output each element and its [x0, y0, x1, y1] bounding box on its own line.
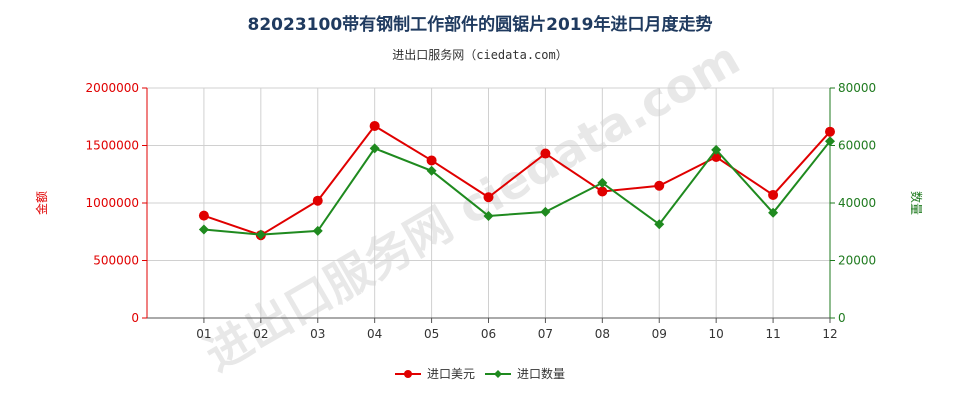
chart-subtitle: 进出口服务网（ciedata.com）: [392, 48, 568, 62]
y-left-tick-label: 500000: [93, 254, 139, 268]
data-point-quantity: [654, 219, 665, 230]
data-point-quantity: [768, 207, 779, 218]
data-point-amount: [654, 180, 665, 191]
x-tick-label: 06: [481, 327, 496, 341]
legend-amount-marker: [404, 370, 412, 378]
x-tick-label: 02: [253, 327, 268, 341]
x-tick-label: 03: [310, 327, 325, 341]
y-right-tick-label: 80000: [838, 81, 876, 95]
y-right-tick-label: 0: [838, 311, 846, 325]
x-tick-label: 01: [196, 327, 211, 341]
x-tick-label: 07: [538, 327, 553, 341]
data-point-quantity: [426, 165, 437, 176]
x-tick-label: 04: [367, 327, 382, 341]
y-right-axis-label: 数量: [909, 191, 924, 215]
legend-quantity-marker: [494, 370, 502, 378]
x-tick-label: 11: [765, 327, 780, 341]
y-right-tick-label: 40000: [838, 196, 876, 210]
data-point-amount: [597, 186, 608, 197]
data-point-amount: [198, 210, 209, 221]
legend-quantity-label: 进口数量: [517, 366, 565, 381]
data-point-quantity: [255, 229, 266, 240]
y-left-tick-label: 1500000: [86, 139, 139, 153]
data-point-amount: [825, 126, 835, 137]
data-point-quantity: [597, 177, 608, 188]
data-point-amount: [426, 155, 437, 166]
series-line-amount: [203, 124, 831, 237]
y-left-axis-label: 金额: [34, 191, 49, 215]
legend-amount-label: 进口美元: [427, 367, 475, 381]
data-point-amount: [483, 192, 494, 203]
x-tick-label: 05: [424, 327, 439, 341]
data-point-quantity: [711, 144, 722, 155]
series-line-quantity: [203, 140, 831, 236]
data-point-quantity: [198, 224, 209, 235]
data-point-quantity: [483, 210, 494, 221]
data-point-quantity: [369, 143, 380, 154]
data-point-quantity: [825, 136, 835, 147]
y-right-tick-label: 60000: [838, 139, 876, 153]
x-tick-label: 08: [595, 327, 610, 341]
y-left-tick-label: 2000000: [86, 81, 139, 95]
y-left-tick-label: 1000000: [86, 196, 139, 210]
data-point-amount: [768, 189, 779, 200]
data-point-amount: [312, 195, 323, 206]
x-tick-label: 12: [822, 327, 837, 341]
y-right-tick-label: 20000: [838, 254, 876, 268]
x-tick-label: 09: [652, 327, 667, 341]
data-point-quantity: [312, 225, 323, 236]
x-tick-label: 10: [709, 327, 724, 341]
chart-title: 82023100带有钢制工作部件的圆锯片2019年进口月度走势: [247, 15, 713, 35]
data-point-amount: [369, 120, 380, 131]
y-left-tick-label: 0: [131, 311, 139, 325]
data-point-amount: [540, 148, 551, 159]
data-point-quantity: [540, 206, 551, 217]
